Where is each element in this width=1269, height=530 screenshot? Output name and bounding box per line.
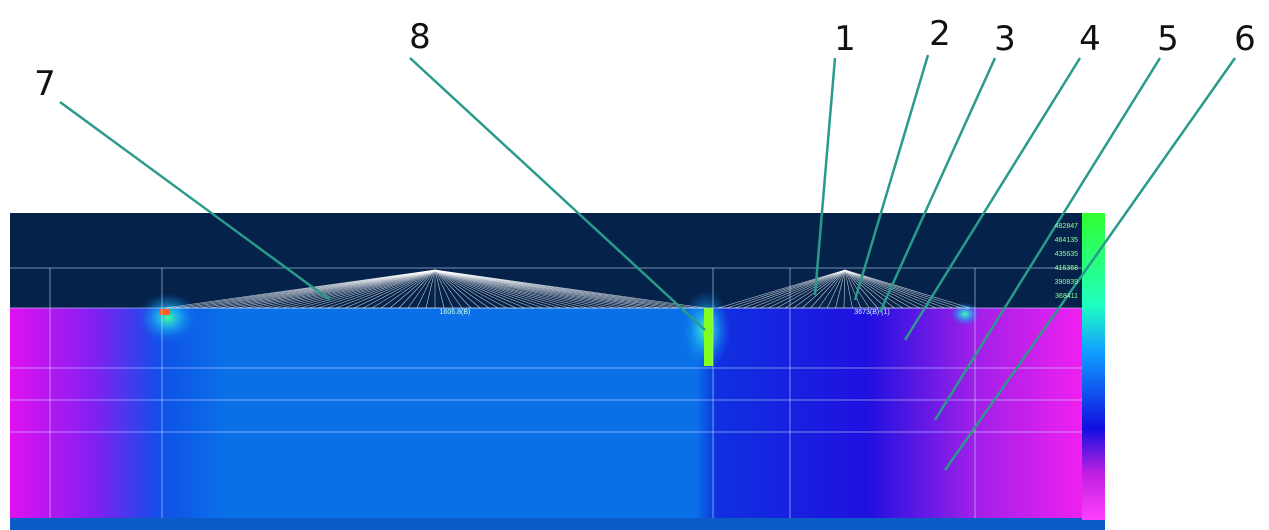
annotation: 1606.8(B): [440, 309, 471, 316]
callout-label: 4: [1079, 19, 1101, 59]
callout-label: 3: [994, 19, 1016, 59]
callout-label: 5: [1157, 19, 1179, 59]
callout-label: 1: [834, 19, 856, 59]
callout-label: 7: [34, 64, 56, 104]
bottom-strip: [10, 518, 1105, 530]
callout-label: 8: [409, 17, 431, 57]
legend-label: 464135: [1055, 237, 1078, 244]
legend-label: 390839: [1055, 279, 1078, 286]
callout-label: 6: [1234, 19, 1256, 59]
legend-label: 416368: [1055, 265, 1078, 272]
legend-label: 435635: [1055, 251, 1078, 258]
glow: [138, 293, 198, 343]
callout-label: 2: [929, 14, 951, 54]
pile: [704, 308, 713, 366]
legend-label: 482847: [1055, 223, 1078, 230]
annotation: 3673(B) (1): [854, 309, 889, 316]
legend-label: 368411: [1055, 293, 1078, 300]
figure: 1606.8(B) 3673(B) (1) 7 8 1 2 3 4 5 6 482847 464…: [0, 0, 1269, 530]
